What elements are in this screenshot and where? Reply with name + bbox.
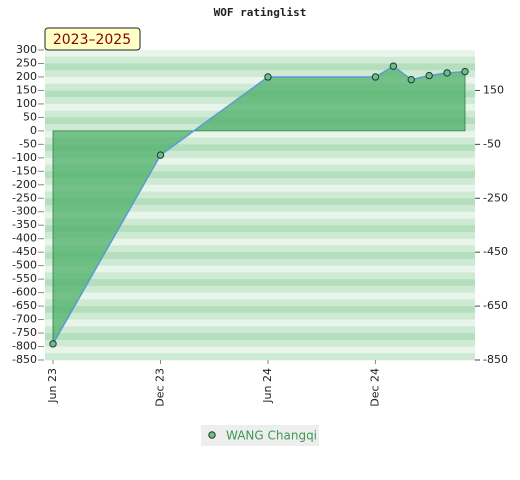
band — [45, 333, 475, 341]
band — [45, 279, 475, 287]
x-tick-label: Jun 23 — [46, 368, 59, 404]
band — [45, 265, 475, 273]
y-tick-label: -100 — [12, 151, 37, 164]
band — [45, 258, 475, 266]
y2-tick-label: 150 — [483, 83, 504, 96]
band — [45, 191, 475, 199]
x-tick-label: Dec 23 — [153, 368, 166, 407]
point — [264, 73, 272, 81]
band — [45, 231, 475, 239]
y-tick-label: 250 — [16, 56, 37, 69]
y-tick-label: -450 — [12, 245, 37, 258]
band — [45, 184, 475, 192]
band — [45, 198, 475, 206]
y-tick-label: -800 — [12, 340, 37, 353]
legend-marker — [208, 431, 216, 439]
y-tick-label: 100 — [16, 97, 37, 110]
y2-tick-label: -850 — [483, 353, 508, 366]
band — [45, 245, 475, 253]
y-tick-label: 200 — [16, 70, 37, 83]
y-tick-label: -650 — [12, 299, 37, 312]
y-tick-label: -600 — [12, 286, 37, 299]
y2-tick-label: -250 — [483, 191, 508, 204]
y-tick-label: -50 — [19, 137, 37, 150]
band — [45, 306, 475, 314]
point — [49, 340, 57, 348]
y-tick-label: -400 — [12, 232, 37, 245]
y-tick-label: -850 — [12, 353, 37, 366]
band — [45, 353, 475, 361]
band — [45, 130, 475, 138]
point — [371, 73, 380, 81]
band — [45, 50, 475, 58]
y-tick-label: -300 — [12, 205, 37, 218]
band — [45, 56, 475, 64]
legend-box — [201, 425, 319, 446]
legend-label: WANG Changqi — [226, 429, 317, 443]
point — [425, 71, 433, 80]
band — [45, 205, 475, 213]
x-tick-label: Jun 24 — [261, 368, 274, 404]
y-tick-label: -500 — [12, 259, 37, 272]
band — [45, 164, 475, 172]
y-tick-label: -250 — [12, 191, 37, 204]
y2-tick-label: -450 — [483, 245, 508, 258]
badge-box — [44, 27, 141, 51]
y-tick-label: -550 — [12, 272, 37, 285]
band — [45, 211, 475, 219]
y-tick-label: -750 — [12, 326, 37, 339]
point — [443, 69, 451, 77]
band — [45, 157, 475, 165]
band — [45, 70, 475, 78]
y-tick-label: -700 — [12, 313, 37, 326]
point — [389, 62, 398, 70]
band — [45, 346, 475, 354]
band — [45, 137, 475, 145]
plot-background — [45, 50, 475, 361]
y-tick-label: -150 — [12, 164, 37, 177]
band — [45, 144, 475, 152]
band — [45, 252, 475, 260]
band — [45, 238, 475, 246]
band — [45, 151, 475, 159]
point — [156, 151, 165, 159]
band — [45, 63, 475, 71]
band — [45, 171, 475, 179]
band — [45, 272, 475, 280]
band — [45, 285, 475, 293]
band — [45, 339, 475, 347]
band — [45, 225, 475, 233]
x-tick-label: Dec 24 — [368, 368, 381, 407]
y-tick-label: 150 — [16, 83, 37, 96]
band — [45, 319, 475, 327]
y2-tick-label: -50 — [483, 137, 501, 150]
chart-title: WOF ratinglist — [214, 6, 307, 19]
band — [45, 326, 475, 334]
y-tick-label: -200 — [12, 178, 37, 191]
band — [45, 76, 475, 84]
y-tick-label: -350 — [12, 218, 37, 231]
band — [45, 292, 475, 300]
y-tick-label: 50 — [23, 110, 37, 123]
band — [45, 299, 475, 307]
y-tick-label: 0 — [30, 124, 37, 137]
point — [461, 67, 469, 76]
y-tick-label: 300 — [16, 43, 37, 56]
band — [45, 178, 475, 186]
y2-tick-label: -650 — [483, 299, 508, 312]
band — [45, 218, 475, 226]
badge: 2023–2025 — [53, 32, 131, 48]
band — [45, 312, 475, 320]
point — [407, 75, 415, 84]
